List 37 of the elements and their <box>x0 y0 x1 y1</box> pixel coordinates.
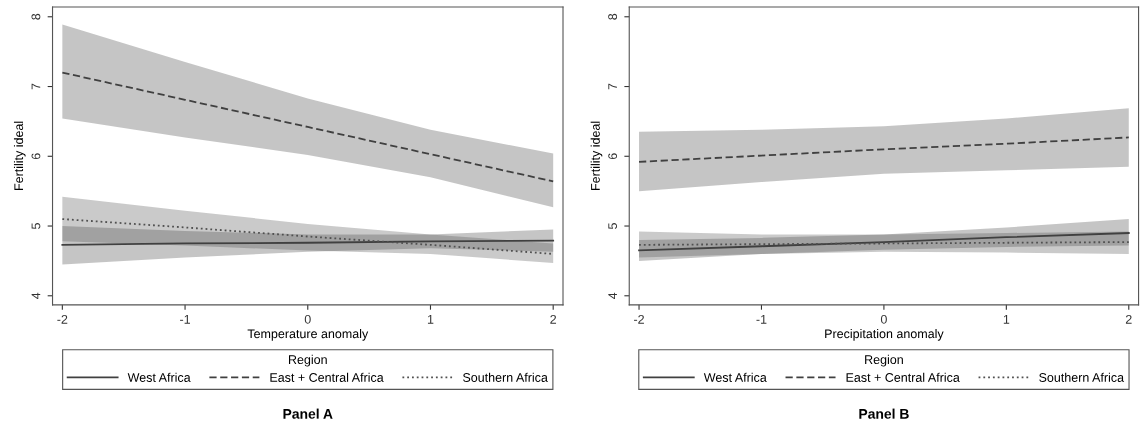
legend-title: Region <box>865 354 903 367</box>
x-tick-label: 0 <box>880 314 887 324</box>
y-tick-label: 7 <box>608 83 617 90</box>
x-axis-title: Precipitation anomaly <box>825 329 944 341</box>
line-series <box>638 136 1130 163</box>
y-axis-title: Fertility ideal <box>13 121 26 190</box>
legend-label: West Africa <box>703 372 767 382</box>
line-series <box>61 71 555 183</box>
x-tick-label: -2 <box>57 314 68 324</box>
x-tick-label: 1 <box>1003 315 1010 324</box>
x-tick-label: 2 <box>550 314 557 324</box>
y-tick-label: 5 <box>31 223 41 229</box>
legend-title: Region <box>288 354 327 367</box>
y-tick-label: 8 <box>31 13 41 20</box>
x-axis-title: Temperature anomaly <box>247 329 369 341</box>
text: Panel B <box>859 408 909 419</box>
y-tick-label: 4 <box>31 292 41 299</box>
line-series <box>638 232 1130 252</box>
x-tick-label: -2 <box>634 314 644 324</box>
x-tick-label: -1 <box>756 315 767 324</box>
x-tick-label: 2 <box>1125 314 1132 324</box>
legend-label: East + Central Africa <box>846 372 960 382</box>
legend-label: East + Central Africa <box>270 372 384 382</box>
legend-label: Southern Africa <box>462 372 548 382</box>
text: Panel A <box>283 408 333 419</box>
legend-label: Southern Africa <box>1039 372 1125 382</box>
legend-label: West Africa <box>127 372 191 382</box>
y-tick-label: 4 <box>608 292 617 299</box>
y-tick-label: 5 <box>608 223 618 229</box>
x-tick-label: 1 <box>427 315 434 324</box>
y-tick-label: 6 <box>608 153 618 160</box>
x-tick-label: 0 <box>304 314 311 324</box>
y-tick-label: 6 <box>31 153 41 160</box>
y-tick-label: 7 <box>31 83 41 90</box>
y-tick-label: 8 <box>608 13 618 20</box>
x-tick-label: -1 <box>180 315 191 324</box>
y-axis-title: Fertility ideal <box>590 121 603 190</box>
